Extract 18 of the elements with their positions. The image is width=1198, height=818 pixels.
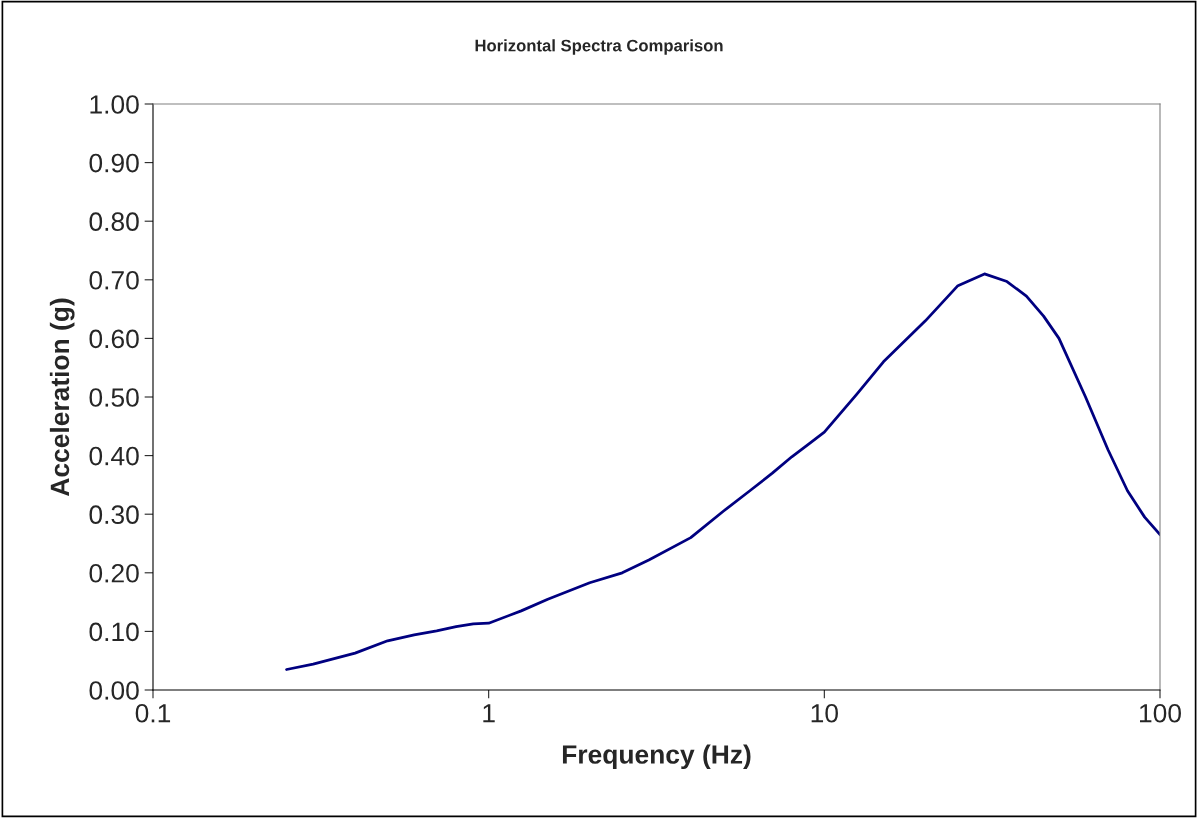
y-tick-label: 0.60 <box>89 329 139 349</box>
x-axis-title: Frequency (Hz) <box>562 744 751 770</box>
y-tick-label: 1.00 <box>90 95 139 114</box>
x-tick-label: 1 <box>483 704 495 723</box>
x-tick-label: 100 <box>1140 703 1181 723</box>
x-tick-label: 10 <box>811 703 838 723</box>
chart-title: Horizontal Spectra Comparison <box>475 39 723 55</box>
x-tick-label: 0.1 <box>135 703 171 723</box>
y-tick-label: 0.10 <box>89 622 139 642</box>
y-tick-label: 0.90 <box>89 153 139 173</box>
y-tick-label: 0.30 <box>89 505 139 525</box>
y-tick-label: 0.80 <box>89 212 139 232</box>
y-axis-title: Acceleration (g) <box>49 298 75 497</box>
y-tick-label: 0.20 <box>89 563 139 583</box>
y-tick-label: 0.00 <box>89 681 139 700</box>
y-tick-label: 0.40 <box>89 446 139 466</box>
y-tick-label: 0.70 <box>89 270 139 290</box>
y-tick-label: 0.50 <box>89 388 139 407</box>
